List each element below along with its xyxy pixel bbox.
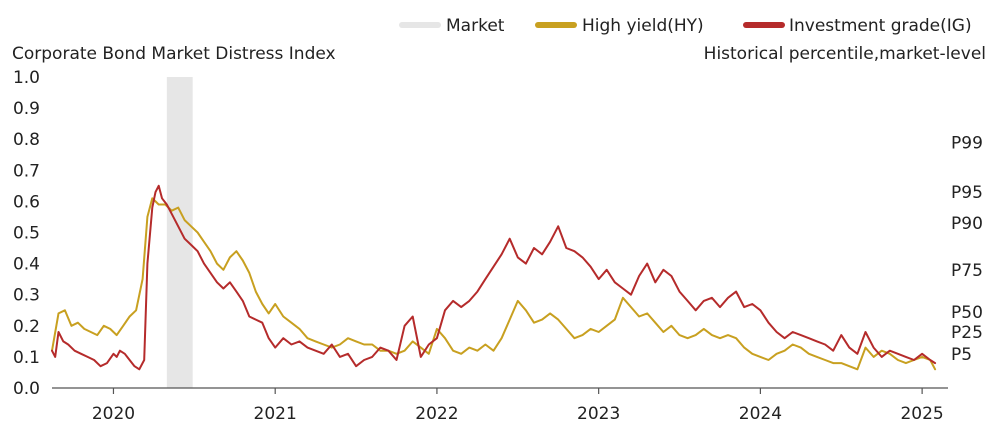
legend-item-investment-grade: Investment grade(IG) (743, 16, 972, 36)
series-lines (51, 184, 937, 371)
chart-subtitle: Historical percentile,market-level (704, 44, 986, 64)
x-axis: 2020 2021 2022 2023 2024 2025 (52, 387, 948, 424)
y-tick-label-0-8: 0.8 (13, 130, 40, 150)
y-tick-label-0-4: 0.4 (13, 255, 40, 275)
percentile-label-p5: P5 (951, 345, 972, 365)
y-axis: 0.0 0.1 0.2 0.3 0.4 0.5 0.6 0.7 0.8 0.9 1.0 (13, 68, 40, 399)
x-tick-label-2024: 2024 (739, 404, 782, 424)
legend-item-high-yield: High yield(HY) (535, 16, 704, 36)
y-tick-label-0-5: 0.5 (13, 224, 40, 244)
y-tick-label-0-6: 0.6 (13, 192, 40, 212)
series-line-investment-grade-ig (51, 184, 937, 371)
percentile-label-p95: P95 (951, 183, 983, 203)
y-tick-label-0-1: 0.1 (13, 348, 40, 368)
y-tick-label-0-9: 0.9 (13, 99, 40, 119)
shaded-region-market (166, 77, 193, 388)
percentile-label-p50: P50 (951, 303, 983, 323)
y-tick-label-0-0: 0.0 (13, 379, 40, 399)
x-tick-label-2022: 2022 (415, 404, 458, 424)
legend: Market High yield(HY) Investment grade(I… (399, 16, 972, 36)
y-tick-label-0-3: 0.3 (13, 286, 40, 306)
chart-title: Corporate Bond Market Distress Index (12, 44, 336, 64)
legend-label-market: Market (446, 16, 505, 36)
x-tick-label-2020: 2020 (92, 404, 135, 424)
percentile-label-p75: P75 (951, 261, 983, 281)
y-tick-label-1-0: 1.0 (13, 68, 40, 88)
x-tick-label-2025: 2025 (900, 404, 943, 424)
y-tick-label-0-2: 0.2 (13, 317, 40, 337)
legend-item-market: Market (399, 16, 505, 36)
x-tick-label-2023: 2023 (577, 404, 620, 424)
percentile-label-p90: P90 (951, 214, 983, 234)
legend-label-high-yield: High yield(HY) (582, 16, 704, 36)
percentile-label-p25: P25 (951, 323, 983, 343)
legend-label-investment-grade: Investment grade(IG) (789, 16, 972, 36)
y-tick-label-0-7: 0.7 (13, 161, 40, 181)
x-tick-label-2021: 2021 (254, 404, 297, 424)
shaded-regions (166, 77, 193, 388)
percentile-label-p99: P99 (951, 133, 983, 153)
